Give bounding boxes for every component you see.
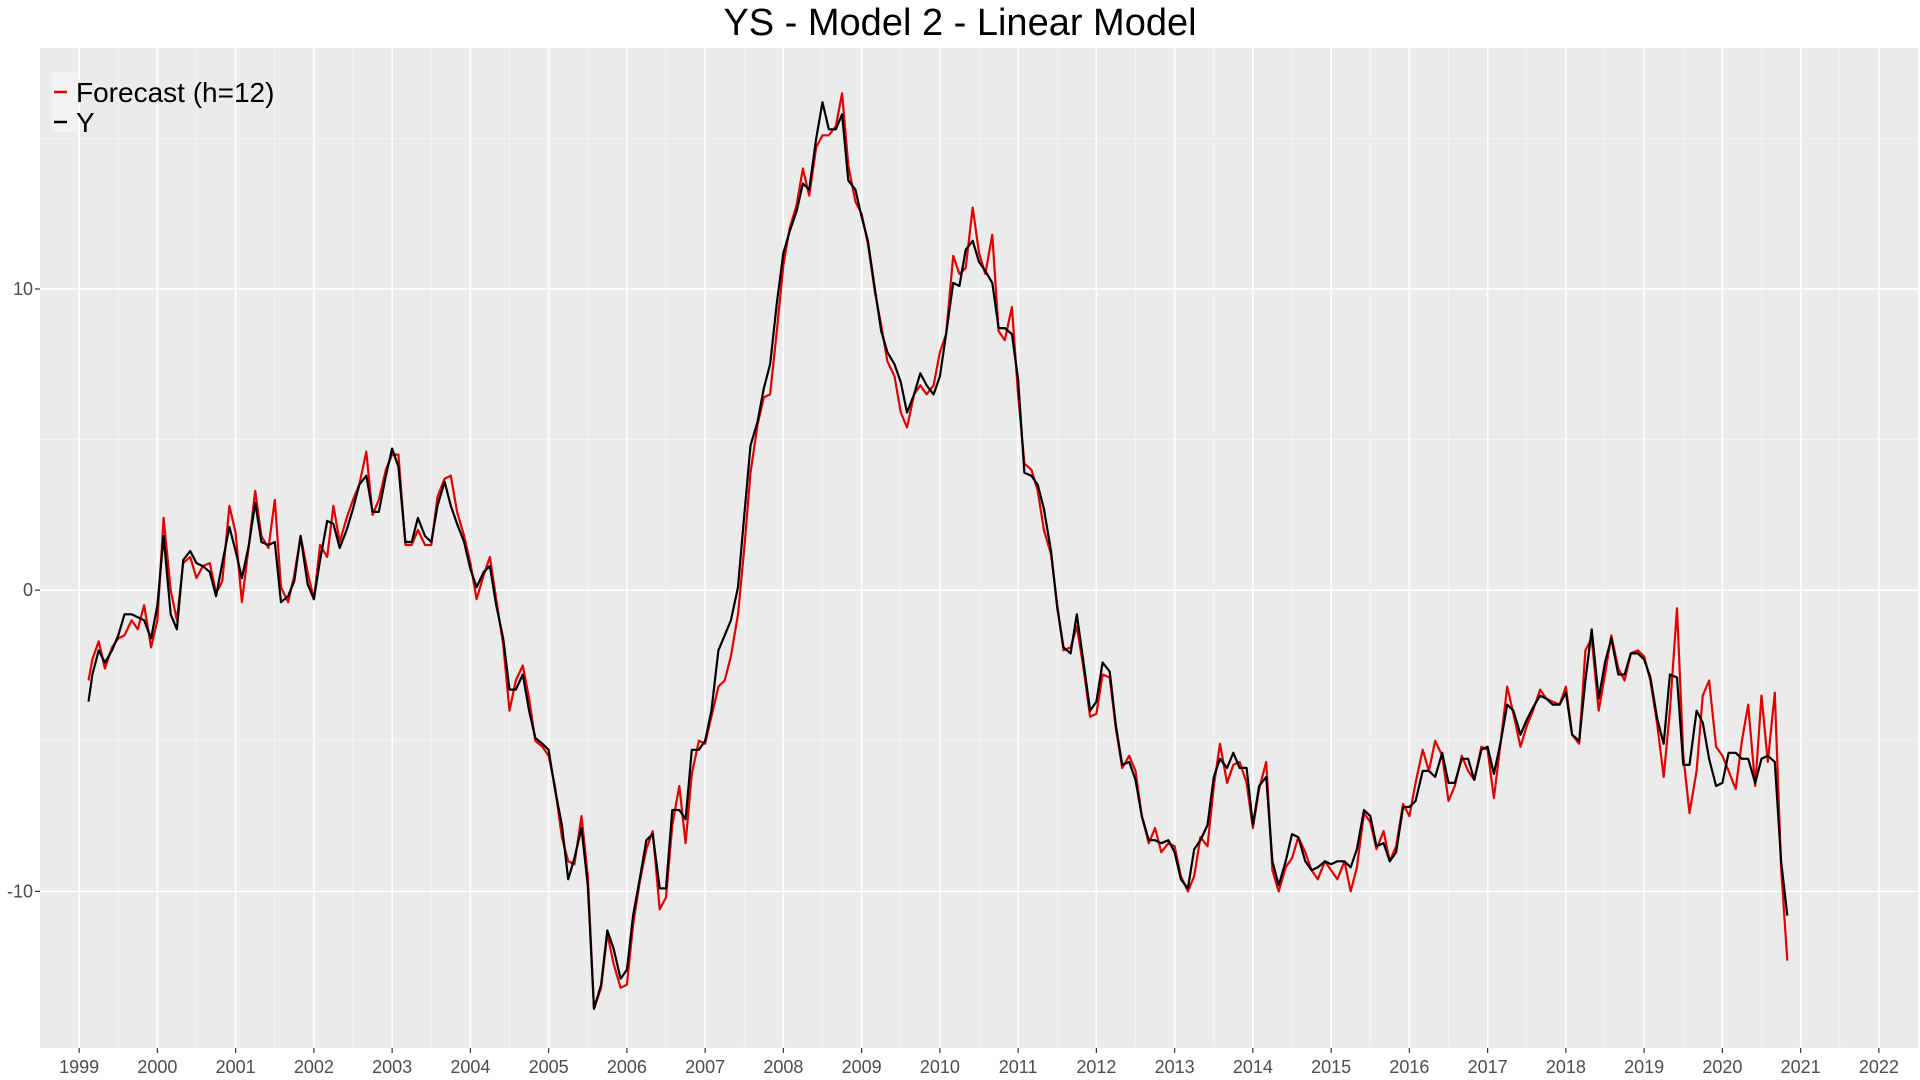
x-axis: 1999 2000 2001 2002 2003 2004 2005 2006 2007 2008… (59, 1048, 1899, 1077)
x-tick-label: 2017 (1468, 1057, 1508, 1077)
y-tick-label: 0 (23, 580, 33, 600)
chart-title: YS - Model 2 - Linear Model (723, 2, 1197, 44)
major-gridlines-y (40, 288, 1918, 893)
x-tick-label: 2015 (1311, 1057, 1351, 1077)
minor-gridlines-y (40, 137, 1918, 1043)
y-tick-label: 10 (13, 279, 33, 299)
series-line-y (87, 101, 1789, 1010)
x-tick-label: 2004 (450, 1057, 490, 1077)
x-tick-label: 2020 (1702, 1057, 1742, 1077)
x-tick-label: 2011 (999, 1057, 1038, 1077)
x-tick-label: 2000 (137, 1057, 177, 1077)
x-tick-label: 2006 (607, 1057, 647, 1077)
y-tick-label: -10 (7, 881, 33, 901)
x-tick-label: 2002 (294, 1057, 334, 1077)
x-tick-label: 1999 (59, 1057, 99, 1077)
legend-label-forecast: Forecast (h=12) (76, 77, 274, 108)
major-gridlines-x (78, 48, 1880, 1048)
x-tick-label: 2016 (1389, 1057, 1429, 1077)
x-tick-label: 2021 (1781, 1057, 1821, 1077)
x-tick-label: 2009 (842, 1057, 882, 1077)
x-tick-label: 2005 (529, 1057, 569, 1077)
legend-label-y: Y (76, 107, 95, 138)
x-tick-label: 2008 (763, 1057, 803, 1077)
legend: Forecast (h=12)Y (52, 72, 274, 138)
y-axis: -10 0 10 (7, 279, 40, 901)
x-tick-label: 2019 (1624, 1057, 1664, 1077)
x-tick-label: 2003 (372, 1057, 412, 1077)
x-tick-label: 2012 (1076, 1057, 1116, 1077)
x-tick-label: 2013 (1155, 1057, 1195, 1077)
x-tick-label: 2018 (1546, 1057, 1586, 1077)
series-line-forecast (87, 92, 1789, 1010)
x-tick-label: 2022 (1859, 1057, 1899, 1077)
x-tick-label: 2001 (216, 1057, 256, 1077)
series-layer (87, 92, 1789, 1010)
x-tick-label: 2007 (685, 1057, 725, 1077)
x-tick-label: 2010 (920, 1057, 960, 1077)
x-tick-label: 2014 (1233, 1057, 1273, 1077)
